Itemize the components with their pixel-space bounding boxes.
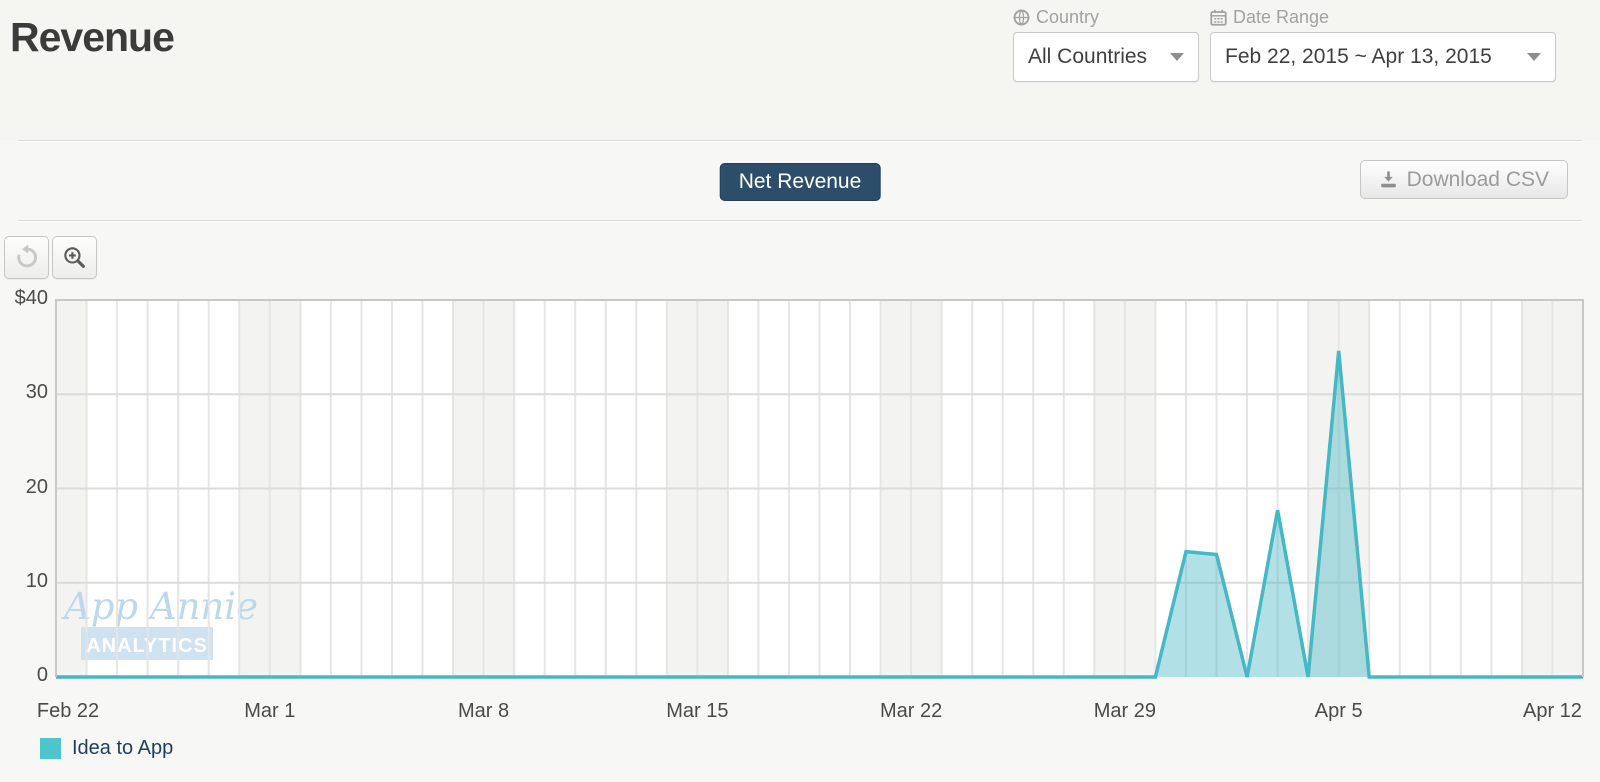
x-tick-label: Mar 29: [1093, 700, 1157, 722]
revenue-area: [56, 350, 1583, 677]
calendar-icon: [1210, 9, 1227, 26]
download-csv-label: Download CSV: [1406, 167, 1549, 191]
globe-icon: [1013, 9, 1030, 25]
date-range-control: Date Range Feb 22, 2015 ~ Apr 13, 2015: [1210, 6, 1556, 82]
date-range-dropdown[interactable]: Feb 22, 2015 ~ Apr 13, 2015: [1210, 32, 1556, 82]
chevron-down-icon: [1170, 53, 1184, 61]
divider: [18, 220, 1582, 221]
watermark-script: App Annie: [61, 585, 258, 628]
y-tick-label: 10: [25, 569, 48, 592]
x-tick-label: Feb 22: [36, 700, 100, 722]
zoom-in-button[interactable]: [52, 236, 97, 279]
country-control: Country All Countries: [1013, 6, 1199, 82]
x-tick-label: Apr 12: [1522, 700, 1582, 722]
revenue-line: [56, 350, 1583, 679]
chevron-down-icon: [1527, 53, 1541, 61]
legend-swatch: [40, 738, 61, 759]
y-tick-label: 30: [25, 381, 48, 404]
reset-zoom-button[interactable]: [4, 236, 49, 279]
page-title: Revenue: [10, 14, 175, 60]
chart-legend: Idea to App: [40, 737, 173, 760]
divider: [18, 140, 1582, 141]
country-label: Country: [1036, 6, 1100, 27]
legend-label: Idea to App: [72, 737, 174, 759]
page-header: Revenue Country All Countries Date Range: [0, 0, 1600, 140]
date-range-label-row: Date Range: [1210, 6, 1556, 28]
net-revenue-button[interactable]: Net Revenue: [719, 163, 881, 201]
reset-zoom-icon: [17, 244, 37, 268]
download-icon: [1380, 171, 1396, 188]
y-tick-label: 20: [25, 475, 48, 498]
x-tick-label: Mar 15: [666, 700, 729, 722]
x-tick-label: Mar 1: [244, 700, 296, 722]
country-dropdown[interactable]: All Countries: [1013, 32, 1199, 82]
x-tick-label: Mar 22: [879, 700, 943, 722]
download-csv-button[interactable]: Download CSV: [1359, 160, 1568, 199]
country-label-row: Country: [1013, 6, 1199, 28]
x-tick-label: Apr 5: [1314, 700, 1363, 722]
plot-border: [55, 299, 1584, 677]
country-dropdown-value: All Countries: [1028, 45, 1148, 68]
date-range-label: Date Range: [1233, 6, 1330, 27]
zoom-in-icon: [64, 247, 85, 268]
y-tick-label: $40: [14, 287, 48, 309]
x-tick-label: Mar 8: [457, 700, 510, 722]
date-range-dropdown-value: Feb 22, 2015 ~ Apr 13, 2015: [1225, 45, 1492, 68]
y-tick-label: 0: [36, 664, 48, 686]
legend-item-idea-to-app[interactable]: Idea to App: [40, 737, 173, 760]
